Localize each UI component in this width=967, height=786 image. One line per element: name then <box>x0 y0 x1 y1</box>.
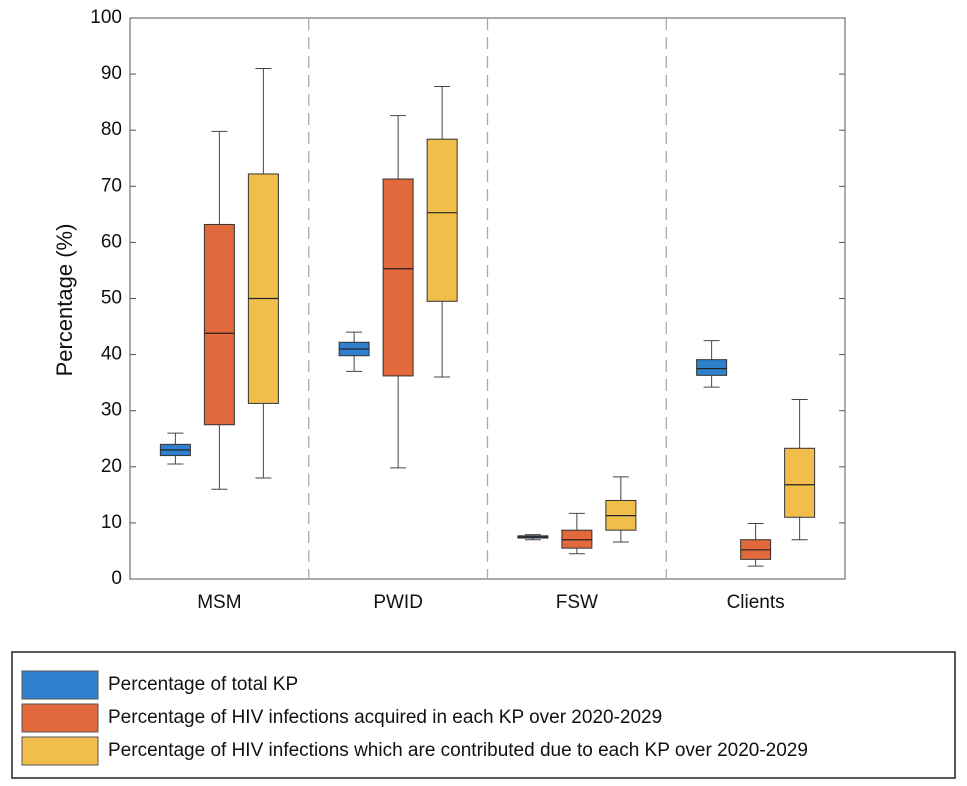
box <box>426 138 458 302</box>
legend-label: Percentage of HIV infections acquired in… <box>108 707 662 728</box>
x-tick-label: MSM <box>197 592 241 613</box>
x-tick-label: FSW <box>556 592 598 613</box>
y-tick-label: 90 <box>101 63 122 84</box>
box <box>247 173 279 404</box>
y-tick-label: 30 <box>101 400 122 421</box>
y-tick-label: 10 <box>101 512 122 533</box>
y-tick-label: 70 <box>101 175 122 196</box>
legend-frame <box>11 651 956 779</box>
legend-swatch <box>21 670 99 700</box>
y-tick-label: 50 <box>101 288 122 309</box>
box <box>203 223 235 426</box>
x-tick-label: Clients <box>727 592 785 613</box>
legend-swatch <box>21 736 99 766</box>
y-tick-label: 20 <box>101 456 122 477</box>
x-tick-label: PWID <box>373 592 423 613</box>
y-tick-label: 0 <box>111 568 122 589</box>
box <box>784 447 816 518</box>
y-tick-label: 60 <box>101 231 122 252</box>
y-axis-label: Percentage (%) <box>52 224 77 377</box>
y-tick-label: 100 <box>90 7 122 28</box>
legend-label: Percentage of HIV infections which are c… <box>108 740 808 761</box>
box <box>696 359 728 376</box>
box <box>382 178 414 377</box>
legend-swatch <box>21 703 99 733</box>
legend-label: Percentage of total KP <box>108 674 298 695</box>
y-tick-label: 80 <box>101 119 122 140</box>
y-tick-label: 40 <box>101 344 122 365</box>
